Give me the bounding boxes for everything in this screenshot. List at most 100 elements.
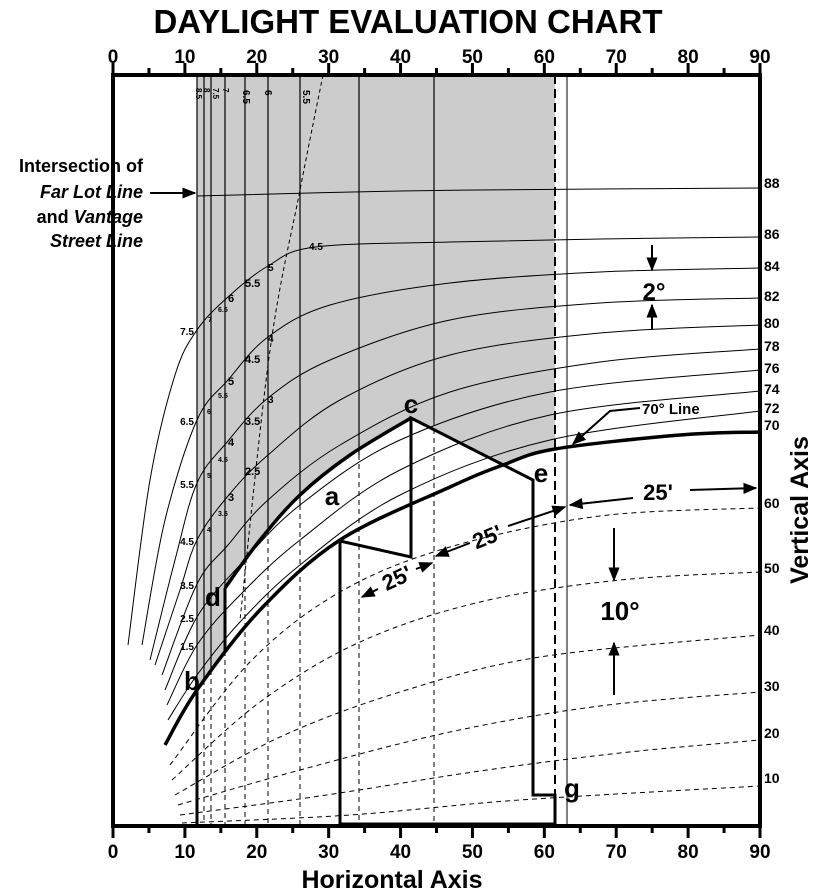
- top-tick-label: 40: [390, 47, 411, 68]
- right-axis-label: 10: [764, 770, 780, 786]
- intersection-label-line4: Street Line: [50, 231, 143, 251]
- angle-curve-74: [166, 390, 761, 706]
- bottom-tick-label: 50: [462, 842, 483, 863]
- two-degree-label: 2°: [643, 279, 666, 306]
- curve-label: 7: [208, 317, 212, 324]
- curve-label: 4.5: [245, 354, 260, 366]
- bottom-tick-label: 10: [174, 842, 195, 863]
- top-tick-label: 20: [246, 47, 267, 68]
- curve-label: 4.5: [218, 457, 228, 464]
- shaded-region: [197, 75, 555, 690]
- top-tick-label: 70: [606, 47, 627, 68]
- curve-label: 3.5: [245, 416, 260, 428]
- curve-label: 5: [207, 473, 211, 480]
- top-tick-label: 60: [534, 47, 555, 68]
- bottom-tick-label: 60: [534, 842, 555, 863]
- bottom-tick-label: 0: [108, 842, 119, 863]
- curve-label: 3: [228, 492, 234, 504]
- bottom-tick-label: 90: [749, 842, 770, 863]
- vertical-line-label: 6.5: [240, 90, 251, 104]
- right-axis-label: 88: [764, 175, 780, 191]
- seventy-line-arrow: [571, 407, 641, 445]
- vertical-line-label: 7.5: [211, 88, 220, 100]
- right-axis-label: 70: [764, 417, 780, 433]
- bottom-tick-label: 40: [390, 842, 411, 863]
- intersection-label-line1: Intersection of: [19, 156, 144, 176]
- right-axis-label: 50: [764, 560, 780, 576]
- bottom-tick-label: 80: [678, 842, 699, 863]
- angle-curve-10: [181, 785, 761, 824]
- angle-curve-30: [177, 691, 761, 806]
- angle-curve-72: [167, 410, 761, 721]
- distance-label-left: 25': [378, 561, 415, 596]
- right-axis-label: 82: [764, 288, 780, 304]
- top-tick-label: 50: [462, 47, 483, 68]
- angle-curve-86: [127, 236, 761, 646]
- vertical-line-label: 8.5: [194, 88, 203, 100]
- dashed-guide-curve: [239, 74, 324, 621]
- right-axis-label: 40: [764, 622, 780, 638]
- curve-label: 6: [207, 409, 211, 416]
- top-tick-label: 80: [678, 47, 699, 68]
- seventy-line-label: 70° Line: [642, 401, 700, 418]
- top-tick-label: 30: [318, 47, 339, 68]
- arrow-left-icon: [360, 586, 379, 598]
- curve-label: 4: [268, 334, 274, 345]
- intersection-label-line3: and Vantage: [37, 207, 143, 227]
- point-label-d: d: [205, 582, 221, 612]
- arrow-right-icon: [507, 505, 567, 527]
- right-axis-label: 74: [764, 381, 780, 397]
- curve-label: 5.5: [245, 278, 260, 290]
- curve-label: 4: [228, 437, 235, 449]
- curve-label: 2.5: [245, 466, 260, 478]
- y-axis-title: Vertical Axis: [786, 436, 814, 584]
- angle-curve-50: [171, 571, 761, 781]
- angle-curve-40: [174, 634, 761, 796]
- curve-label: 5: [228, 376, 234, 388]
- curve-label: 4.5: [309, 242, 323, 253]
- curve-label: 3: [268, 395, 274, 406]
- curve-label: 5.5: [180, 480, 194, 491]
- right-axis-label: 76: [764, 360, 780, 376]
- curve-label: 6.5: [180, 417, 194, 428]
- curve-label: 5: [268, 263, 274, 274]
- angle-curve-84: [141, 267, 761, 646]
- curve-label: 3.5: [218, 511, 228, 518]
- arrow-left-icon: [568, 497, 634, 510]
- angle-curve-80: [154, 324, 761, 666]
- point-label-e: e: [534, 458, 548, 488]
- right-axis-label: 60: [764, 495, 780, 511]
- bottom-tick-label: 70: [606, 842, 627, 863]
- point-label-c: c: [404, 389, 418, 419]
- vantage-text: Vantage: [74, 207, 143, 227]
- curve-label: 5.5: [218, 393, 228, 400]
- bottom-tick-label: 20: [246, 842, 267, 863]
- top-tick-label: 0: [108, 47, 119, 68]
- top-tick-label: 90: [749, 47, 770, 68]
- intersection-label-line2: Far Lot Line: [40, 182, 143, 202]
- ten-degree-label: 10°: [600, 596, 639, 626]
- point-label-a: a: [325, 481, 340, 511]
- vertical-line-label: 6: [262, 90, 273, 96]
- angle-curve-60: [169, 507, 761, 766]
- vertical-line-label: 5.5: [300, 90, 311, 104]
- angle-curve-76: [164, 369, 761, 691]
- curve-label: 4.5: [180, 537, 194, 548]
- right-axis-label: 72: [764, 400, 780, 416]
- arrow-left-icon: [434, 542, 471, 557]
- curve-label: 6: [228, 293, 234, 305]
- bottom-tick-label: 30: [318, 842, 339, 863]
- angle-curve-82: [149, 297, 761, 661]
- right-axis-label: 78: [764, 338, 780, 354]
- building-outline: [195, 415, 557, 826]
- building-curve-d-c: [223, 416, 412, 590]
- seventy-degree-line: [163, 430, 761, 746]
- arrow-right-icon: [415, 562, 434, 573]
- right-axis-label: 84: [764, 258, 780, 274]
- right-axis-label: 30: [764, 678, 780, 694]
- curve-label: 7.5: [180, 327, 194, 338]
- point-label-b: b: [184, 666, 200, 696]
- x-axis-title: Horizontal Axis: [301, 866, 482, 894]
- point-label-g: g: [564, 773, 580, 803]
